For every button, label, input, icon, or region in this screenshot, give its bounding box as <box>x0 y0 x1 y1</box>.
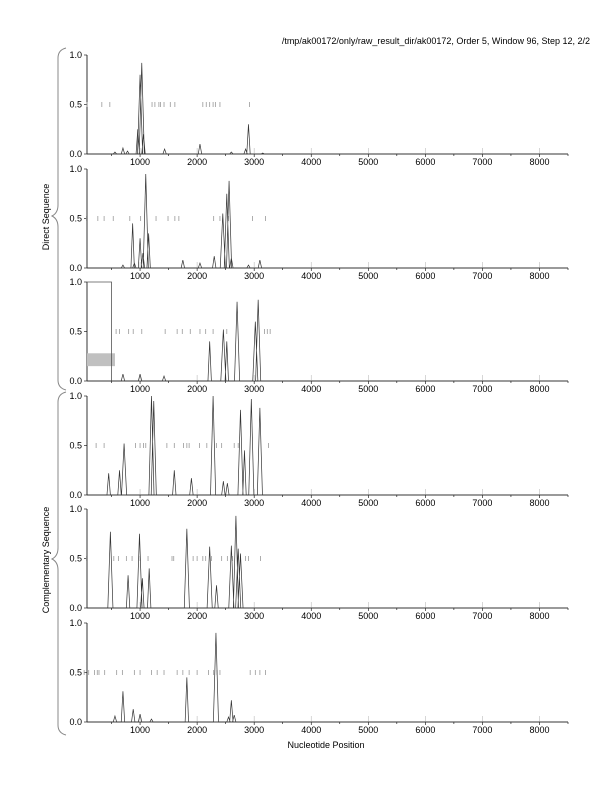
x-tick-label: 5000 <box>358 725 378 735</box>
x-tick-label: 6000 <box>415 498 435 508</box>
x-tick-label: 7000 <box>472 384 492 394</box>
coding-potential-line <box>87 62 568 155</box>
y-tick-label: 0.5 <box>69 100 82 110</box>
x-tick-label: 1000 <box>130 384 150 394</box>
x-tick-label: 2000 <box>187 384 207 394</box>
y-tick-label: 0.5 <box>69 327 82 337</box>
panel-complementary-frame-3: 0.0 0.5 1.0 1000 2000 3000 4000 5000 6000 7000 800… <box>69 618 569 735</box>
x-tick-label: 8000 <box>529 498 549 508</box>
x-tick-label: 3000 <box>244 157 264 167</box>
x-tick-label: 7000 <box>472 611 492 621</box>
panel-direct-frame-2: 0.0 0.5 1.0 1000 2000 3000 4000 5000 6000 7000 800… <box>69 164 569 281</box>
x-tick-label: 8000 <box>529 271 549 281</box>
y-tick-label: 0.0 <box>69 490 82 500</box>
x-tick-label: 3000 <box>244 271 264 281</box>
direct-brace <box>50 47 67 391</box>
complementary-brace <box>50 391 67 736</box>
x-tick-label: 7000 <box>472 498 492 508</box>
y-tick-label: 1.0 <box>69 50 82 60</box>
x-tick-label: 7000 <box>472 725 492 735</box>
x-tick-label: 4000 <box>301 498 321 508</box>
y-tick-label: 0.5 <box>69 214 82 224</box>
y-tick-label: 0.5 <box>69 441 82 451</box>
x-tick-label: 8000 <box>529 611 549 621</box>
y-tick-label: 1.0 <box>69 504 82 514</box>
x-tick-label: 7000 <box>472 271 492 281</box>
x-tick-label: 1000 <box>130 157 150 167</box>
chart-title: /tmp/ak00172/only/raw_result_dir/ak00172… <box>282 36 590 46</box>
x-tick-label: 3000 <box>244 384 264 394</box>
x-tick-label: 6000 <box>415 384 435 394</box>
x-tick-label: 1000 <box>130 271 150 281</box>
x-tick-label: 1000 <box>130 611 150 621</box>
y-tick-label: 0.0 <box>69 149 82 159</box>
y-tick-label: 0.5 <box>69 668 82 678</box>
x-tick-label: 2000 <box>187 611 207 621</box>
x-tick-label: 2000 <box>187 498 207 508</box>
x-tick-label: 6000 <box>415 157 435 167</box>
coding-potential-line <box>87 632 568 723</box>
x-tick-label: 6000 <box>415 725 435 735</box>
x-tick-label: 2000 <box>187 157 207 167</box>
y-tick-label: 1.0 <box>69 164 82 174</box>
x-tick-label: 8000 <box>529 384 549 394</box>
x-tick-label: 3000 <box>244 611 264 621</box>
direct-sequence-label: Direct Sequence <box>41 184 51 251</box>
x-tick-label: 4000 <box>301 157 321 167</box>
predicted-gene-region <box>87 353 115 367</box>
x-tick-label: 2000 <box>187 725 207 735</box>
x-tick-label: 1000 <box>130 725 150 735</box>
complementary-sequence-label: Complementary Sequence <box>41 507 51 614</box>
y-tick-label: 1.0 <box>69 391 82 401</box>
x-tick-label: 1000 <box>130 498 150 508</box>
x-tick-label: 8000 <box>529 725 549 735</box>
y-tick-label: 0.0 <box>69 717 82 727</box>
panel-complementary-frame-2: 0.0 0.5 1.0 1000 2000 3000 4000 5000 6000 7000 800… <box>69 504 569 621</box>
x-tick-label: 5000 <box>358 157 378 167</box>
y-tick-label: 0.0 <box>69 263 82 273</box>
x-tick-label: 4000 <box>301 271 321 281</box>
coding-potential-line <box>87 173 568 269</box>
coding-potential-line <box>87 299 568 382</box>
panel-direct-frame-3: 0.0 0.5 1.0 1000 2000 3000 4000 5000 6000 7000 800… <box>69 277 569 394</box>
y-tick-label: 0.0 <box>69 376 82 386</box>
x-tick-label: 5000 <box>358 498 378 508</box>
y-tick-label: 1.0 <box>69 618 82 628</box>
x-tick-label: 7000 <box>472 157 492 167</box>
x-tick-label: 4000 <box>301 384 321 394</box>
coding-potential-line <box>87 395 568 496</box>
y-tick-label: 1.0 <box>69 277 82 287</box>
x-tick-label: 5000 <box>358 384 378 394</box>
x-tick-label: 5000 <box>358 271 378 281</box>
y-tick-label: 0.5 <box>69 554 82 564</box>
panel-direct-frame-1: 0.0 0.5 1.0 1000 2000 3000 4000 5000 6000 7000 800… <box>69 50 569 167</box>
x-tick-label: 6000 <box>415 611 435 621</box>
x-tick-label: 4000 <box>301 611 321 621</box>
x-tick-label: 6000 <box>415 271 435 281</box>
x-tick-label: 3000 <box>244 725 264 735</box>
gene-box <box>87 281 112 381</box>
x-tick-label: 2000 <box>187 271 207 281</box>
x-tick-label: 5000 <box>358 611 378 621</box>
panel-complementary-frame-1: 0.0 0.5 1.0 1000 2000 3000 4000 5000 6000 7000 800… <box>69 391 569 508</box>
y-tick-label: 0.0 <box>69 603 82 613</box>
x-tick-label: 3000 <box>244 498 264 508</box>
x-tick-label: 4000 <box>301 725 321 735</box>
coding-potential-line <box>87 515 568 609</box>
x-tick-label: 8000 <box>529 157 549 167</box>
x-axis-label: Nucleotide Position <box>287 740 364 750</box>
